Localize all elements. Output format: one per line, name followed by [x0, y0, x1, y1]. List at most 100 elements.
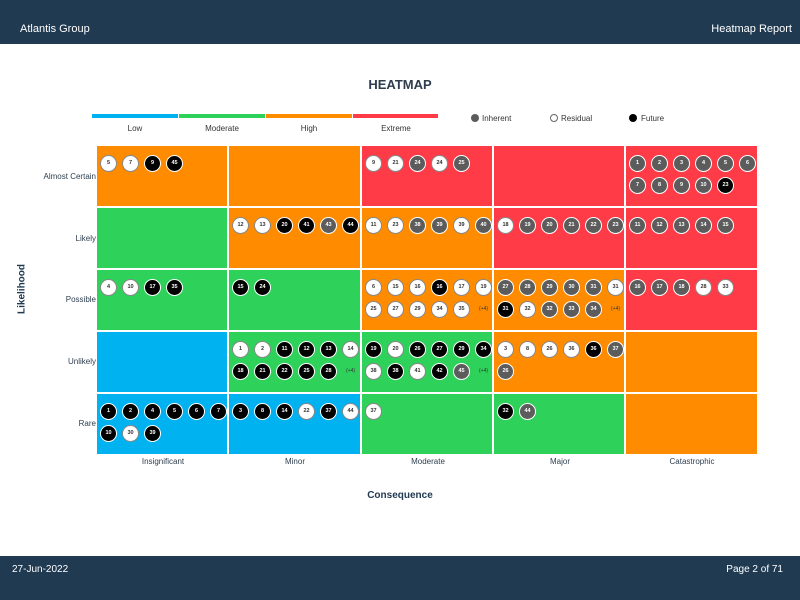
risk-badge[interactable]: 15: [717, 217, 734, 234]
risk-badge[interactable]: 41: [409, 363, 426, 380]
more-count[interactable]: (+4): [611, 306, 621, 312]
risk-badge[interactable]: 9: [144, 155, 161, 172]
risk-badge[interactable]: 14: [342, 341, 359, 358]
risk-badge[interactable]: 14: [695, 217, 712, 234]
risk-badge[interactable]: 20: [387, 341, 404, 358]
risk-badge[interactable]: 23: [717, 177, 734, 194]
risk-badge[interactable]: 29: [409, 301, 426, 318]
risk-badge[interactable]: 5: [717, 155, 734, 172]
risk-badge[interactable]: 21: [387, 155, 404, 172]
risk-badge[interactable]: 45: [166, 155, 183, 172]
risk-badge[interactable]: 10: [100, 425, 117, 442]
risk-badge[interactable]: 6: [739, 155, 756, 172]
risk-badge[interactable]: 37: [607, 341, 624, 358]
heatmap-cell[interactable]: 11 12 13 14 15: [626, 208, 759, 270]
risk-badge[interactable]: 23: [607, 217, 624, 234]
risk-badge[interactable]: 21: [254, 363, 271, 380]
risk-badge[interactable]: 22: [276, 363, 293, 380]
risk-badge[interactable]: 42: [431, 363, 448, 380]
risk-badge[interactable]: 19: [519, 217, 536, 234]
risk-badge[interactable]: 8: [519, 341, 536, 358]
risk-badge[interactable]: 36: [563, 341, 580, 358]
risk-badge[interactable]: 7: [629, 177, 646, 194]
risk-badge[interactable]: 27: [387, 301, 404, 318]
risk-badge[interactable]: 25: [298, 363, 315, 380]
risk-badge[interactable]: 37: [320, 403, 337, 420]
heatmap-cell[interactable]: 9 21 24 24 25: [362, 146, 494, 208]
heatmap-cell[interactable]: 3 8 14 22 37 44: [229, 394, 362, 456]
heatmap-cell[interactable]: [626, 332, 759, 394]
heatmap-cell[interactable]: [494, 146, 626, 208]
risk-badge[interactable]: 40: [475, 217, 492, 234]
risk-badge[interactable]: 17: [453, 279, 470, 296]
risk-badge[interactable]: 32: [541, 301, 558, 318]
risk-badge[interactable]: 11: [276, 341, 293, 358]
risk-badge[interactable]: 12: [651, 217, 668, 234]
risk-badge[interactable]: 16: [409, 279, 426, 296]
heatmap-cell[interactable]: 1 2 4 5 6 7 10 30 39: [97, 394, 229, 456]
heatmap-cell[interactable]: 6 15 16 16 17 19 25 27 29 34 35 (+4): [362, 270, 494, 332]
heatmap-cell[interactable]: [97, 208, 229, 270]
risk-badge[interactable]: 3: [497, 341, 514, 358]
risk-badge[interactable]: 17: [651, 279, 668, 296]
risk-badge[interactable]: 16: [629, 279, 646, 296]
risk-badge[interactable]: 15: [232, 279, 249, 296]
risk-badge[interactable]: 32: [519, 301, 536, 318]
risk-badge[interactable]: 24: [409, 155, 426, 172]
risk-badge[interactable]: 25: [453, 155, 470, 172]
risk-badge[interactable]: 11: [629, 217, 646, 234]
heatmap-cell[interactable]: 4 10 17 35: [97, 270, 229, 332]
heatmap-cell[interactable]: 19 20 26 27 29 34 38 38 41 42 45 (+4): [362, 332, 494, 394]
risk-badge[interactable]: 13: [254, 217, 271, 234]
heatmap-cell[interactable]: 12 13 20 41 43 44: [229, 208, 362, 270]
risk-badge[interactable]: 34: [431, 301, 448, 318]
risk-badge[interactable]: 26: [541, 341, 558, 358]
risk-badge[interactable]: 45: [453, 363, 470, 380]
risk-badge[interactable]: 19: [365, 341, 382, 358]
risk-badge[interactable]: 44: [342, 217, 359, 234]
risk-badge[interactable]: 39: [144, 425, 161, 442]
risk-badge[interactable]: 12: [232, 217, 249, 234]
risk-badge[interactable]: 4: [144, 403, 161, 420]
heatmap-cell[interactable]: 16 17 18 28 33: [626, 270, 759, 332]
risk-badge[interactable]: 2: [122, 403, 139, 420]
risk-badge[interactable]: 11: [365, 217, 382, 234]
risk-badge[interactable]: 22: [298, 403, 315, 420]
risk-badge[interactable]: 13: [320, 341, 337, 358]
heatmap-cell[interactable]: 11 23 38 39 39 40: [362, 208, 494, 270]
risk-badge[interactable]: 44: [342, 403, 359, 420]
risk-badge[interactable]: 21: [563, 217, 580, 234]
risk-badge[interactable]: 12: [298, 341, 315, 358]
risk-badge[interactable]: 2: [254, 341, 271, 358]
risk-badge[interactable]: 26: [409, 341, 426, 358]
risk-badge[interactable]: 14: [276, 403, 293, 420]
risk-badge[interactable]: 28: [320, 363, 337, 380]
risk-badge[interactable]: 19: [475, 279, 492, 296]
heatmap-cell[interactable]: [229, 146, 362, 208]
risk-badge[interactable]: 30: [563, 279, 580, 296]
risk-badge[interactable]: 15: [387, 279, 404, 296]
risk-badge[interactable]: 28: [695, 279, 712, 296]
risk-badge[interactable]: 31: [607, 279, 624, 296]
risk-badge[interactable]: 43: [320, 217, 337, 234]
risk-badge[interactable]: 9: [365, 155, 382, 172]
risk-badge[interactable]: 6: [188, 403, 205, 420]
risk-badge[interactable]: 29: [453, 341, 470, 358]
risk-badge[interactable]: 8: [651, 177, 668, 194]
heatmap-cell[interactable]: 5 7 9 45: [97, 146, 229, 208]
risk-badge[interactable]: 4: [100, 279, 117, 296]
heatmap-cell[interactable]: [97, 332, 229, 394]
heatmap-cell[interactable]: 32 44: [494, 394, 626, 456]
risk-badge[interactable]: 32: [497, 403, 514, 420]
risk-badge[interactable]: 34: [475, 341, 492, 358]
risk-badge[interactable]: 16: [431, 279, 448, 296]
risk-badge[interactable]: 18: [673, 279, 690, 296]
risk-badge[interactable]: 18: [232, 363, 249, 380]
risk-badge[interactable]: 27: [497, 279, 514, 296]
risk-badge[interactable]: 7: [122, 155, 139, 172]
risk-badge[interactable]: 39: [431, 217, 448, 234]
risk-badge[interactable]: 33: [717, 279, 734, 296]
more-count[interactable]: (+4): [346, 368, 356, 374]
risk-badge[interactable]: 31: [585, 279, 602, 296]
risk-badge[interactable]: 8: [254, 403, 271, 420]
